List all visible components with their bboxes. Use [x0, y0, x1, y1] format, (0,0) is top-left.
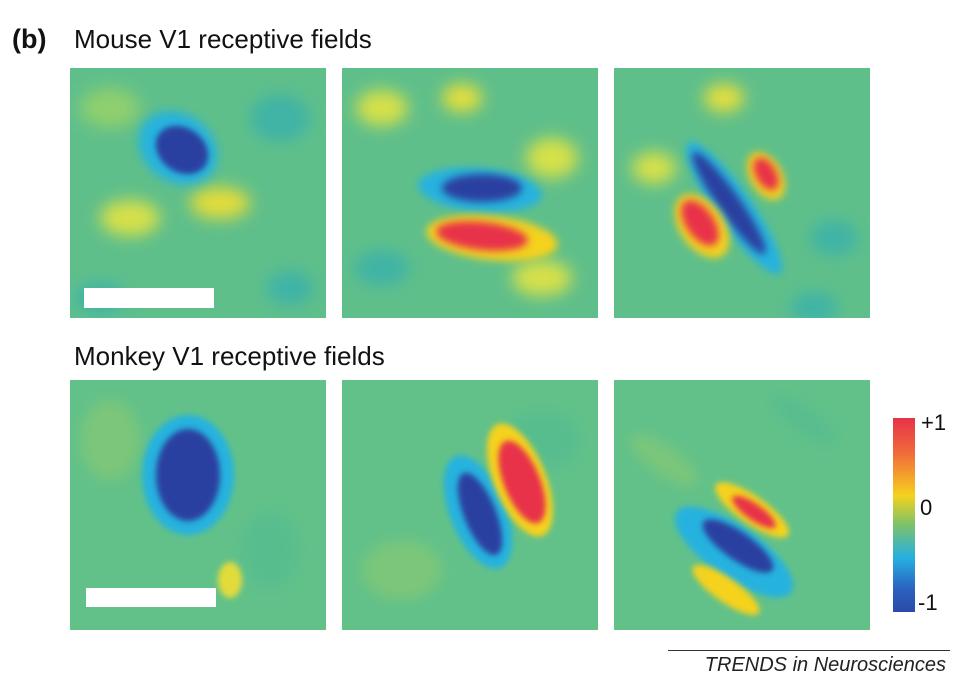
mouse-row-title: Mouse V1 receptive fields: [74, 24, 372, 54]
credit-rule: [668, 650, 950, 651]
monkey-rf-2: [342, 380, 598, 630]
colorbar-mid-label: 0: [920, 495, 933, 520]
monkey-rf-3: [614, 380, 870, 630]
colorbar-max-label: +1: [921, 410, 947, 435]
colorbar-min-label: -1: [918, 590, 938, 615]
mouse-rf-2: [342, 68, 598, 318]
scale-bar: [84, 288, 214, 308]
mouse-rf-1: [70, 68, 326, 318]
panel-label: (b): [12, 24, 47, 54]
scale-bar: [86, 588, 216, 607]
monkey-rf-1: [70, 380, 326, 630]
mouse-rf-3: [614, 68, 870, 318]
journal-credit: TRENDS in Neurosciences: [704, 654, 946, 676]
colorbar: [893, 418, 915, 612]
monkey-row-title: Monkey V1 receptive fields: [74, 341, 385, 371]
